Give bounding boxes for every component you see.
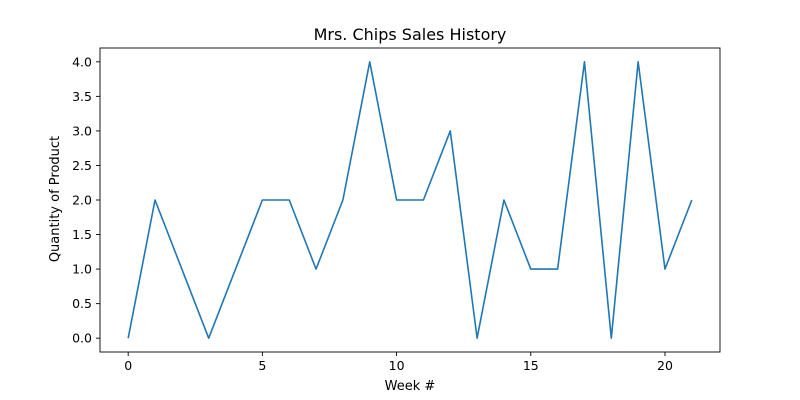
y-tick-label: 2.5 — [72, 158, 92, 173]
x-tick-label: 10 — [389, 358, 405, 373]
x-tick-label: 15 — [523, 358, 539, 373]
series-line-0 — [127, 61, 693, 339]
y-tick-label: 1.5 — [72, 227, 92, 242]
x-tick-label: 5 — [258, 358, 266, 373]
y-tick-label: 0.5 — [72, 296, 92, 311]
y-axis-ticks: 0.0 0.5 1.0 1.5 2.0 2.5 3.0 3.5 4.0 — [72, 54, 100, 346]
chart-title: Mrs. Chips Sales History — [314, 25, 507, 44]
y-tick-label: 1.0 — [72, 262, 92, 277]
x-axis-label: Week # — [385, 379, 436, 394]
y-axis-label: Quantity of Product — [48, 136, 63, 262]
y-tick-label: 3.5 — [72, 89, 92, 104]
y-tick-label: 4.0 — [72, 54, 92, 69]
y-tick-label: 0.0 — [72, 331, 92, 346]
x-tick-label: 0 — [124, 358, 132, 373]
x-tick-label: 20 — [657, 358, 673, 373]
y-tick-label: 3.0 — [72, 123, 92, 138]
plot-area — [99, 47, 721, 353]
x-axis-ticks: 0 5 10 15 20 — [124, 352, 673, 373]
y-tick-label: 2.0 — [72, 193, 92, 208]
